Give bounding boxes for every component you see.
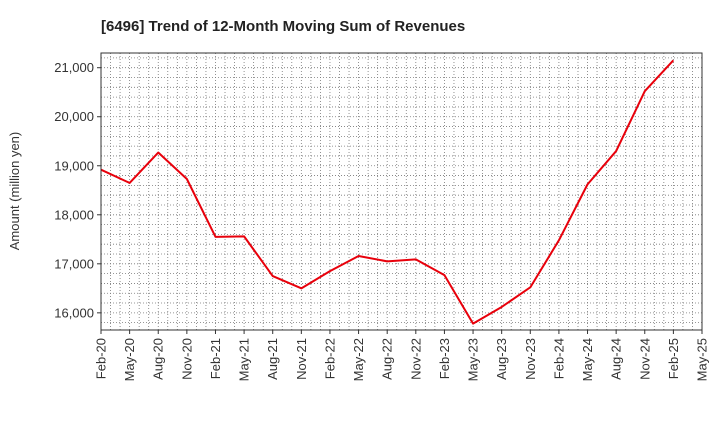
- chart-title: [6496] Trend of 12-Month Moving Sum of R…: [101, 18, 465, 35]
- x-tick-label: May-23: [466, 338, 481, 381]
- x-tick-label: May-25: [695, 338, 710, 381]
- x-tick-label: Feb-25: [666, 338, 681, 379]
- x-tick-label: May-24: [580, 338, 595, 381]
- x-tick-label: Feb-24: [551, 338, 566, 379]
- y-tick-label: 21,000: [54, 60, 94, 75]
- x-tick-label: Feb-22: [322, 338, 337, 379]
- x-tick-label: Aug-20: [151, 338, 166, 380]
- x-tick-label: Feb-21: [208, 338, 223, 379]
- series-line: [100, 59, 675, 325]
- x-tick-label: Feb-20: [94, 338, 109, 379]
- x-tick-label: Aug-24: [609, 338, 624, 380]
- x-tick-label: May-21: [237, 338, 252, 381]
- x-axis: Feb-20 May-20 Aug-20 Nov-20 Feb-21 May-21 Aug-…: [94, 330, 710, 381]
- y-tick-label: 19,000: [54, 158, 94, 173]
- series-layer: [100, 59, 675, 325]
- grid: [101, 53, 702, 330]
- y-tick-label: 17,000: [54, 256, 94, 271]
- x-tick-label: Feb-23: [437, 338, 452, 379]
- y-axis: 16,000 17,000 18,000 19,000 20,000 21,000: [54, 60, 101, 320]
- y-tick-label: 16,000: [54, 305, 94, 320]
- x-tick-label: May-20: [122, 338, 137, 381]
- plot-frame: [100, 52, 703, 331]
- x-tick-label: Nov-23: [523, 338, 538, 380]
- x-tick-label: Nov-24: [637, 338, 652, 380]
- x-tick-label: May-22: [351, 338, 366, 381]
- y-axis-label: Amount (million yen): [7, 132, 22, 251]
- y-tick-label: 18,000: [54, 207, 94, 222]
- y-tick-label: 20,000: [54, 109, 94, 124]
- x-tick-label: Aug-21: [265, 338, 280, 380]
- x-tick-label: Aug-22: [380, 338, 395, 380]
- x-tick-label: Nov-21: [294, 338, 309, 380]
- x-tick-label: Aug-23: [494, 338, 509, 380]
- x-tick-label: Nov-22: [408, 338, 423, 380]
- x-tick-label: Nov-20: [179, 338, 194, 380]
